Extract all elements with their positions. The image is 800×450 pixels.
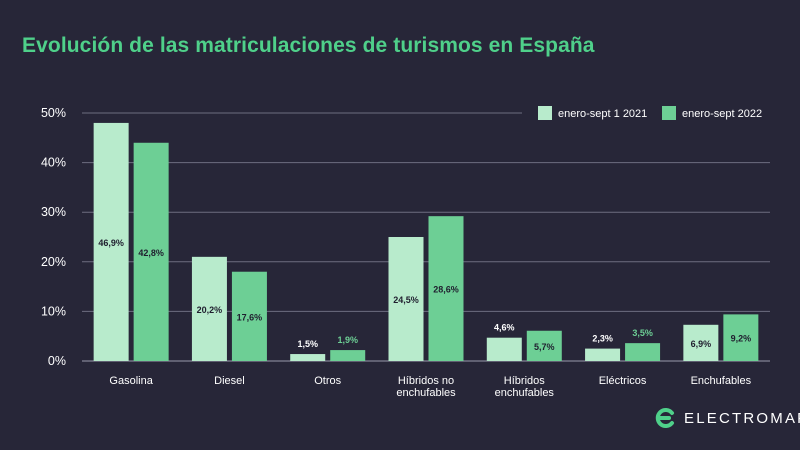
- x-tick-label: Enchufables: [691, 375, 752, 387]
- data-label: 9,2%: [731, 334, 752, 344]
- bar: [133, 142, 169, 361]
- bar: [290, 354, 326, 361]
- x-tick-label: Gasolina: [109, 375, 153, 387]
- data-labels: 46,9% 42,8% 20,2% 17,6% 1,5% 1,9% 24,5% 28,6% 4,…: [98, 238, 751, 352]
- data-label: 5,7%: [534, 342, 555, 352]
- grid-lines: [82, 112, 770, 362]
- data-label: 4,6%: [494, 323, 515, 333]
- bars: [93, 122, 759, 361]
- electromaps-logo-icon: [655, 408, 674, 428]
- y-tick-label: 30%: [41, 205, 66, 219]
- legend-label: enero-sept 1 2021: [558, 108, 647, 120]
- bar: [231, 271, 267, 361]
- bar: [526, 330, 562, 361]
- data-label: 17,6%: [237, 312, 263, 322]
- legend: enero-sept 1 2021 enero-sept 2022: [522, 104, 772, 124]
- data-label: 46,9%: [98, 238, 124, 248]
- data-label: 2,3%: [592, 334, 613, 344]
- x-tick-label: Híbridos: [504, 375, 545, 387]
- data-label: 1,9%: [337, 335, 358, 345]
- bar: [585, 348, 621, 361]
- y-tick-label: 10%: [41, 304, 66, 318]
- brand-name: ELECTROMAPS: [684, 409, 800, 427]
- bar: [93, 122, 129, 361]
- x-tick-label: enchufables: [495, 387, 555, 399]
- bar: [388, 237, 424, 361]
- brand-logo: ELECTROMAPS: [654, 406, 800, 430]
- data-label: 6,9%: [691, 339, 712, 349]
- y-tick-label: 40%: [41, 156, 66, 170]
- y-axis-ticks: 0% 10% 20% 30% 40% 50%: [41, 106, 66, 368]
- legend-background: [522, 104, 772, 124]
- y-tick-label: 20%: [41, 255, 66, 269]
- data-label: 28,6%: [433, 285, 459, 295]
- x-tick-label: Eléctricos: [599, 375, 647, 387]
- bar: [428, 216, 464, 361]
- bar: [723, 314, 759, 361]
- x-tick-label: enchufables: [396, 387, 456, 399]
- x-tick-label: Diesel: [214, 375, 245, 387]
- x-tick-label: Otros: [314, 375, 341, 387]
- y-tick-label: 0%: [48, 354, 66, 368]
- data-label: 20,2%: [197, 305, 223, 315]
- data-label: 24,5%: [393, 295, 419, 305]
- data-label: 42,8%: [138, 248, 164, 258]
- data-label: 1,5%: [297, 339, 318, 349]
- bar: [486, 337, 522, 361]
- legend-swatch: [662, 106, 676, 120]
- bar: [191, 256, 227, 361]
- chart-title: Evolución de las matriculaciones de turi…: [22, 34, 595, 57]
- x-tick-label: Híbridos no: [398, 375, 454, 387]
- x-axis-ticks: Gasolina Diesel Otros Híbridos noenchufable…: [109, 375, 751, 399]
- bar: [683, 324, 719, 361]
- legend-swatch: [538, 106, 552, 120]
- data-label: 3,5%: [632, 328, 653, 338]
- bar: [330, 350, 366, 361]
- bar: [625, 343, 661, 361]
- y-tick-label: 50%: [41, 106, 66, 120]
- legend-label: enero-sept 2022: [682, 108, 762, 120]
